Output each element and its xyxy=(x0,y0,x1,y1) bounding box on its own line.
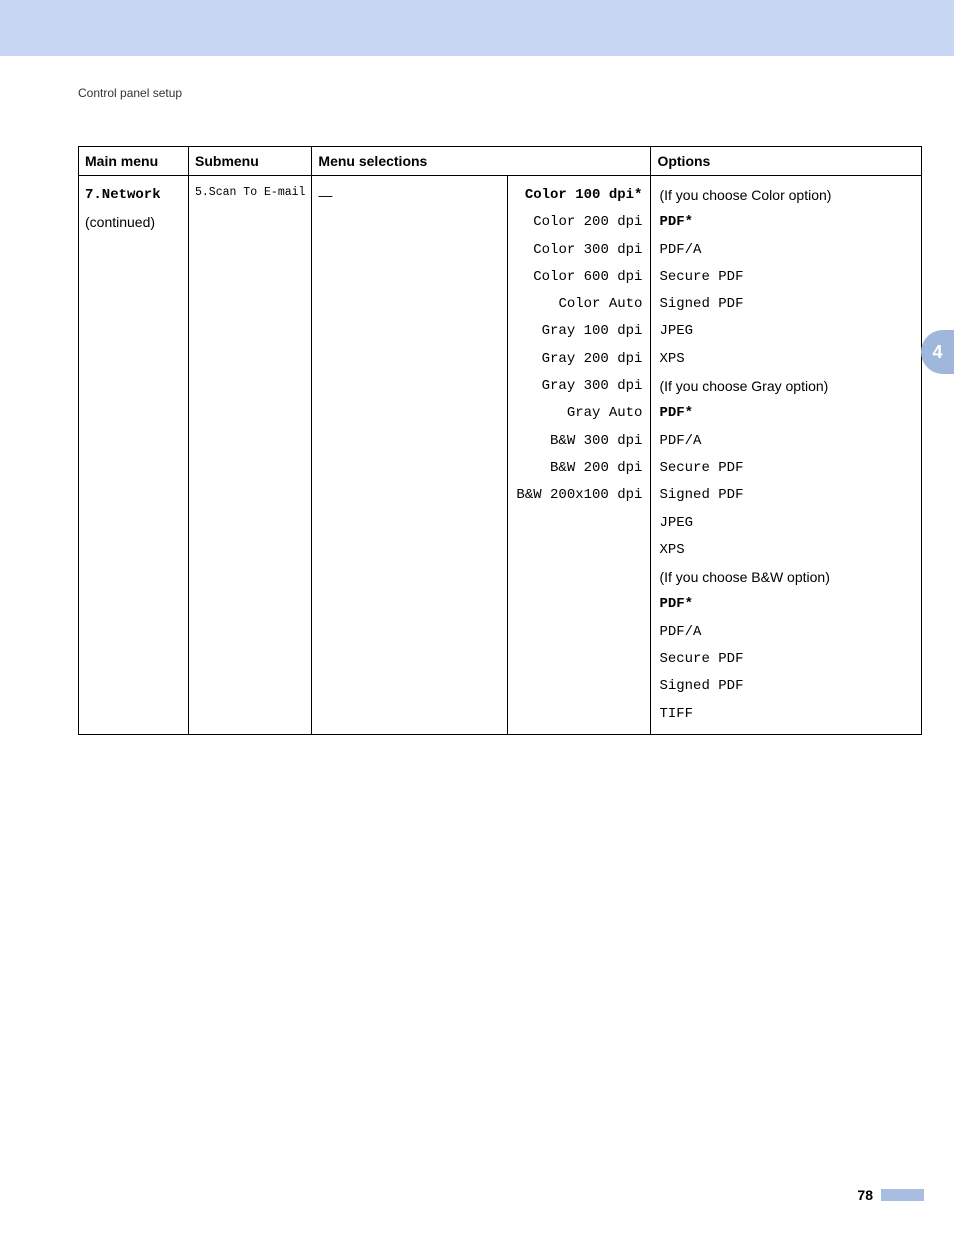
page-footer: 78 xyxy=(857,1187,924,1203)
selection-item: Gray 200 dpi xyxy=(514,346,644,373)
chapter-number: 4 xyxy=(932,342,942,363)
option-item: PDF* xyxy=(657,591,915,618)
option-item: Signed PDF xyxy=(657,482,915,509)
option-item: XPS xyxy=(657,537,915,564)
selection-item: Gray Auto xyxy=(514,400,644,427)
header-main-menu: Main menu xyxy=(79,147,189,176)
section-title: Control panel setup xyxy=(78,86,924,100)
selection-item: B&W 200x100 dpi xyxy=(514,482,644,509)
cell-submenu: 5.Scan To E-mail xyxy=(189,176,312,735)
main-menu-line1: 7.Network xyxy=(85,182,182,209)
option-item: PDF/A xyxy=(657,237,915,264)
selection-item: Color 300 dpi xyxy=(514,237,644,264)
selection-item: B&W 300 dpi xyxy=(514,428,644,455)
selection-item: Gray 300 dpi xyxy=(514,373,644,400)
option-item: Signed PDF xyxy=(657,673,915,700)
header-options: Options xyxy=(651,147,922,176)
selection-item: Gray 100 dpi xyxy=(514,318,644,345)
page-number: 78 xyxy=(857,1187,873,1203)
cell-options: (If you choose Color option)PDF*PDF/ASec… xyxy=(651,176,922,735)
selection-item: Color 100 dpi* xyxy=(514,182,644,209)
option-item: PDF* xyxy=(657,400,915,427)
option-item: Secure PDF xyxy=(657,646,915,673)
option-item: JPEG xyxy=(657,318,915,345)
selection-item: Color Auto xyxy=(514,291,644,318)
header-submenu: Submenu xyxy=(189,147,312,176)
selection-item: Color 600 dpi xyxy=(514,264,644,291)
sel-dash: — xyxy=(318,182,501,209)
selection-item: B&W 200 dpi xyxy=(514,455,644,482)
table-header-row: Main menu Submenu Menu selections Option… xyxy=(79,147,922,176)
option-item: PDF* xyxy=(657,209,915,236)
header-menu-selections: Menu selections xyxy=(312,147,651,176)
main-menu-line2: (continued) xyxy=(85,209,182,236)
option-item: PDF/A xyxy=(657,428,915,455)
option-item: TIFF xyxy=(657,701,915,728)
option-item: JPEG xyxy=(657,510,915,537)
selection-item: Color 200 dpi xyxy=(514,209,644,236)
option-item: (If you choose Color option) xyxy=(657,182,915,209)
table-row: 7.Network (continued) 5.Scan To E-mail —… xyxy=(79,176,922,735)
top-band xyxy=(0,0,954,56)
option-item: (If you choose Gray option) xyxy=(657,373,915,400)
option-item: XPS xyxy=(657,346,915,373)
option-item: Secure PDF xyxy=(657,264,915,291)
menu-table: Main menu Submenu Menu selections Option… xyxy=(78,146,922,735)
cell-sel-dash: — xyxy=(312,176,508,735)
option-item: PDF/A xyxy=(657,619,915,646)
cell-selections: Color 100 dpi*Color 200 dpiColor 300 dpi… xyxy=(508,176,651,735)
cell-main-menu: 7.Network (continued) xyxy=(79,176,189,735)
footer-bar xyxy=(881,1189,924,1201)
option-item: Secure PDF xyxy=(657,455,915,482)
option-item: (If you choose B&W option) xyxy=(657,564,915,591)
page-content: Control panel setup Main menu Submenu Me… xyxy=(0,56,954,735)
option-item: Signed PDF xyxy=(657,291,915,318)
submenu-text: 5.Scan To E-mail xyxy=(195,182,305,204)
